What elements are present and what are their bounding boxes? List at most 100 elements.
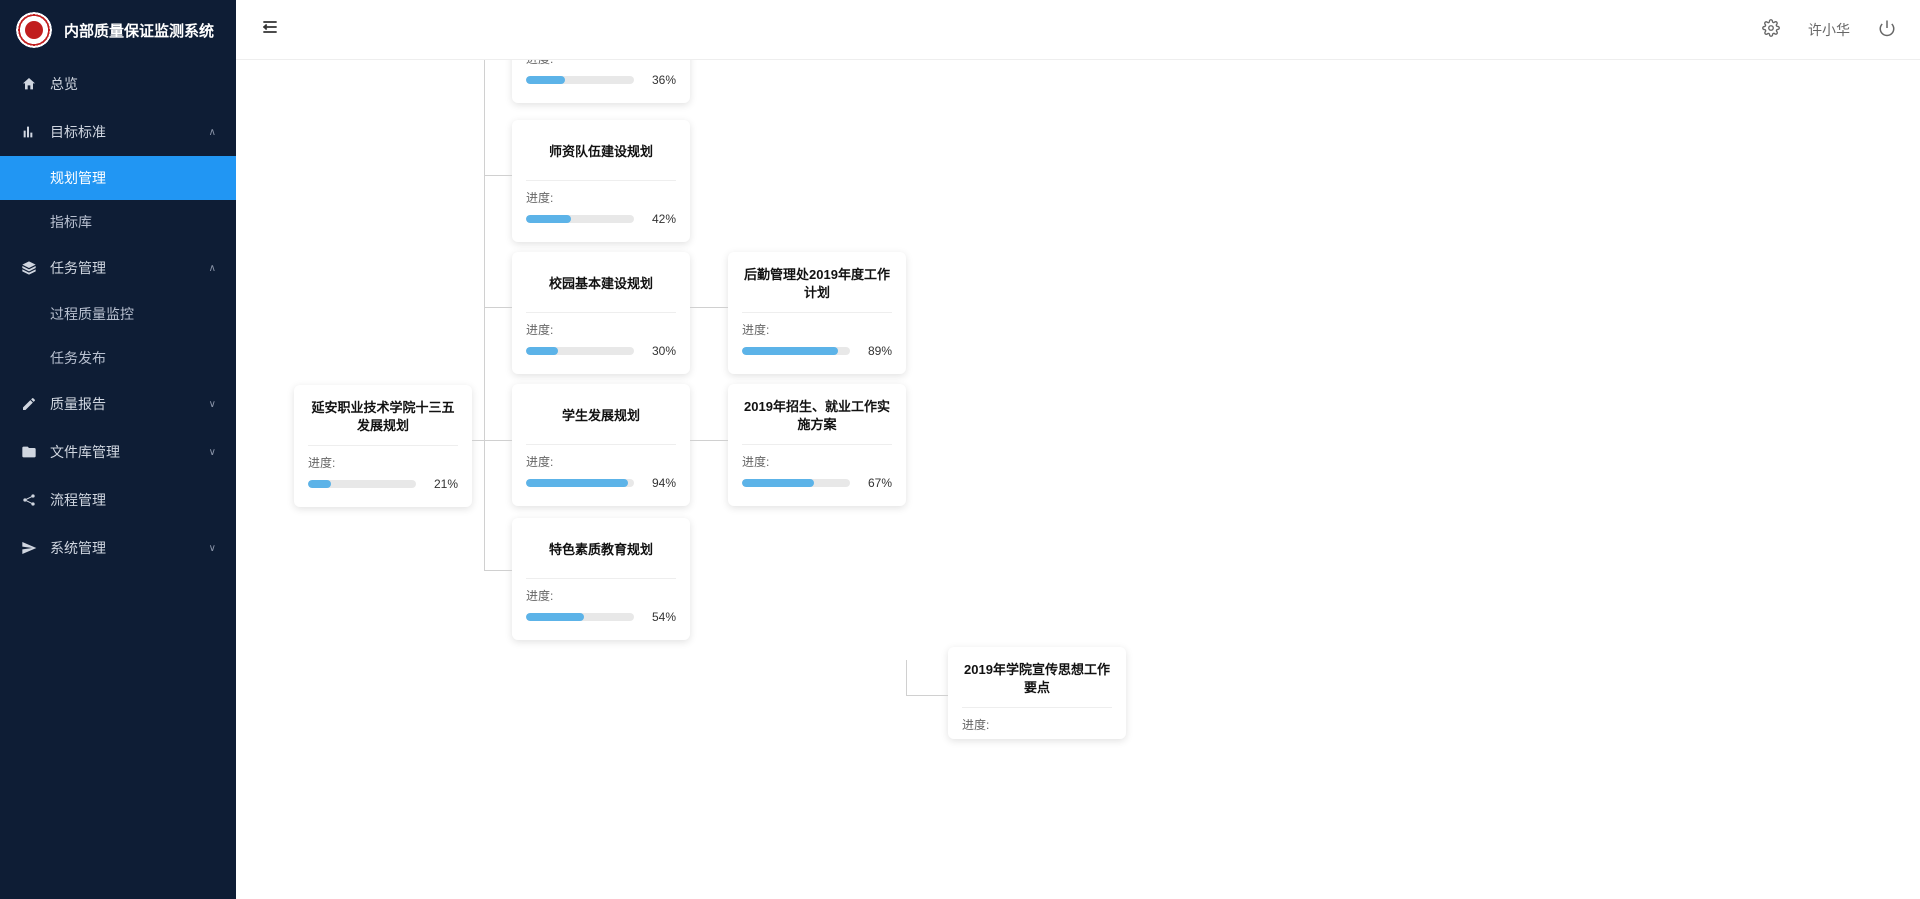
send-icon <box>20 540 38 556</box>
plan-card[interactable]: 学生发展规划进度: 94% <box>512 384 690 506</box>
progress-percent: 36% <box>644 73 676 87</box>
chevron-down-icon: ∨ <box>209 399 216 410</box>
nav-target-standard[interactable]: 目标标准 ∧ <box>0 108 236 156</box>
plan-card[interactable]: 师资队伍建设规划进度: 42% <box>512 120 690 242</box>
progress-fill <box>526 215 571 223</box>
topbar-right: 许小华 <box>1762 19 1896 40</box>
progress-row: 21% <box>308 477 458 491</box>
progress-row: 67% <box>742 476 892 490</box>
plan-card-title: 特色素质教育规划 <box>526 532 676 568</box>
edit-icon <box>20 396 38 412</box>
progress-fill <box>308 480 331 488</box>
progress-fill <box>526 347 558 355</box>
progress-row: 42% <box>526 212 676 226</box>
chevron-down-icon: ∨ <box>209 543 216 554</box>
plan-card-title: 后勤管理处2019年度工作计划 <box>742 266 892 302</box>
divider <box>526 578 676 579</box>
plan-card-title: 校园基本建设规划 <box>526 266 676 302</box>
nav-label: 质量报告 <box>50 394 106 414</box>
progress-bar <box>526 479 634 487</box>
tree-connector <box>484 570 512 571</box>
settings-icon[interactable] <box>1762 19 1780 40</box>
plan-card[interactable]: 2019年招生、就业工作实施方案进度:67% <box>728 384 906 506</box>
progress-fill <box>742 479 814 487</box>
home-icon <box>20 76 38 92</box>
progress-row: 36% <box>526 73 676 87</box>
app-title: 内部质量保证监测系统 <box>64 20 214 41</box>
nav-quality-report[interactable]: 质量报告 ∨ <box>0 380 236 428</box>
plan-card-title: 师资队伍建设规划 <box>526 134 676 170</box>
divider <box>526 444 676 445</box>
tree-connector <box>690 440 728 441</box>
nav-indicator-library[interactable]: 指标库 <box>0 200 236 244</box>
plan-card-title: 学生发展规划 <box>526 398 676 434</box>
progress-label: 进度: <box>526 60 676 67</box>
progress-row: 54% <box>526 610 676 624</box>
nav-label: 流程管理 <box>50 490 106 510</box>
nav-file-management[interactable]: 文件库管理 ∨ <box>0 428 236 476</box>
layers-icon <box>20 260 38 276</box>
plan-card-title: 2019年学院宣传思想工作要点 <box>962 661 1112 697</box>
progress-label: 进度: <box>526 321 676 338</box>
progress-bar <box>526 613 634 621</box>
nav-label: 任务管理 <box>50 258 106 278</box>
plan-card[interactable]: 后勤管理处2019年度工作计划进度:89% <box>728 252 906 374</box>
plan-card[interactable]: 校园基本建设规划进度: 30% <box>512 252 690 374</box>
nav-task-management[interactable]: 任务管理 ∧ <box>0 244 236 292</box>
sidebar-header: 内部质量保证监测系统 <box>0 0 236 60</box>
progress-row: 94% <box>526 476 676 490</box>
progress-percent: 89% <box>860 344 892 358</box>
plan-card[interactable]: 进度: 36% <box>512 60 690 103</box>
nav-process-monitor[interactable]: 过程质量监控 <box>0 292 236 336</box>
nav-sub-label: 规划管理 <box>50 168 106 188</box>
nav-overview[interactable]: 总览 <box>0 60 236 108</box>
sidebar: 内部质量保证监测系统 总览 目标标准 ∧ 规划管理 指标库 任务管理 ∧ 过程质… <box>0 0 236 899</box>
plan-card[interactable]: 2019年学院宣传思想工作要点进度:0% <box>948 647 1126 739</box>
divider <box>308 445 458 446</box>
progress-fill <box>526 76 565 84</box>
nav-sub-label: 指标库 <box>50 212 92 232</box>
tree-canvas[interactable]: 延安职业技术学院十三五发展规划进度:21%进度:36%师资队伍建设规划进度:42… <box>236 60 1920 899</box>
tree-connector <box>906 695 948 696</box>
nav-task-publish[interactable]: 任务发布 <box>0 336 236 380</box>
progress-percent: 42% <box>644 212 676 226</box>
progress-label: 进度: <box>526 453 676 470</box>
progress-fill <box>526 613 584 621</box>
progress-percent: 54% <box>644 610 676 624</box>
progress-label: 进度: <box>308 454 458 471</box>
progress-label: 进度: <box>742 453 892 470</box>
username[interactable]: 许小华 <box>1808 20 1850 40</box>
tree-connector <box>906 660 907 696</box>
plan-card-title: 延安职业技术学院十三五发展规划 <box>308 399 458 435</box>
chevron-up-icon: ∧ <box>209 127 216 138</box>
progress-label: 进度: <box>526 587 676 604</box>
progress-bar <box>526 347 634 355</box>
progress-bar <box>308 480 416 488</box>
nav-system-management[interactable]: 系统管理 ∨ <box>0 524 236 572</box>
chart-icon <box>20 124 38 140</box>
nav-label: 目标标准 <box>50 122 106 142</box>
nav-sub-label: 过程质量监控 <box>50 304 134 324</box>
progress-row: 89% <box>742 344 892 358</box>
progress-bar <box>526 215 634 223</box>
topbar: 许小华 <box>236 0 1920 60</box>
plan-card[interactable]: 延安职业技术学院十三五发展规划进度: 21% <box>294 385 472 507</box>
tree-connector <box>484 60 485 570</box>
progress-label: 进度: <box>526 189 676 206</box>
tree-connector <box>690 307 728 308</box>
nav-flow-management[interactable]: 流程管理 <box>0 476 236 524</box>
divider <box>526 312 676 313</box>
power-icon[interactable] <box>1878 19 1896 40</box>
nav-plan-management[interactable]: 规划管理 <box>0 156 236 200</box>
progress-row: 30% <box>526 344 676 358</box>
progress-label: 进度: <box>962 716 1112 733</box>
tree-connector <box>484 440 512 441</box>
app-logo-icon <box>16 12 52 48</box>
chevron-down-icon: ∨ <box>209 447 216 458</box>
menu-collapse-icon[interactable] <box>260 17 280 42</box>
progress-percent: 21% <box>426 477 458 491</box>
tree-connector <box>484 175 512 176</box>
progress-percent: 30% <box>644 344 676 358</box>
plan-card[interactable]: 特色素质教育规划进度: 54% <box>512 518 690 640</box>
progress-bar <box>526 76 634 84</box>
